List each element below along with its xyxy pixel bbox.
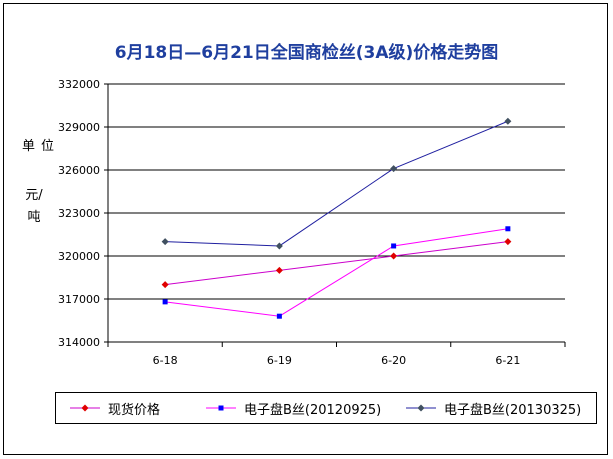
series-line: [165, 120, 509, 247]
y-tick-labels: 314000 317000 320000 323000 326000 329000 3320…: [58, 78, 100, 349]
data-point: [276, 313, 282, 319]
x-tick-labels: 6-18 6-19 6-20 6-21: [153, 354, 521, 367]
x-tick-label: 6-20: [381, 354, 406, 367]
series-line: [165, 228, 508, 317]
data-point: [275, 242, 283, 250]
data-point: [504, 117, 512, 125]
legend-swatch-b-silk-20120925: [206, 405, 236, 411]
series-2: [161, 117, 512, 250]
legend-marker: [81, 404, 89, 412]
data-point: [391, 243, 397, 249]
series-0: [161, 238, 512, 289]
x-tick-label: 6-18: [153, 354, 178, 367]
y-tick-label: 329000: [58, 121, 100, 134]
data-point: [504, 238, 512, 246]
data-point: [275, 266, 283, 274]
y-tick-label: 332000: [58, 78, 100, 91]
legend-item-b-silk-20120925: 电子盘B丝(20120925): [204, 393, 381, 423]
chart-title: 6月18日—6月21日全国商检丝(3A级)价格走势图: [114, 43, 499, 63]
series-line: [165, 241, 508, 286]
legend-label-spot-price: 现货价格: [108, 402, 161, 418]
gridlines: [108, 83, 565, 300]
y-tick-label: 326000: [58, 164, 100, 177]
data-point: [161, 238, 169, 246]
legend-swatch-spot-price: [70, 404, 100, 412]
legend-marker: [417, 404, 425, 412]
x-tick-label: 6-21: [495, 354, 520, 367]
legend-label-b-silk-20130325: 电子盘B丝(20130325): [444, 402, 582, 418]
legend-item-spot-price: 现货价格: [68, 393, 160, 423]
legend-swatch-b-silk-20130325: [406, 404, 436, 412]
data-point: [505, 226, 511, 232]
y-tick-label: 320000: [58, 250, 100, 263]
y-tick-label: 317000: [58, 293, 100, 306]
series-1: [162, 226, 511, 319]
data-point: [162, 299, 168, 305]
y-tick-label: 314000: [58, 336, 100, 349]
y-axis-label-yuan-per-ton: 元/吨: [25, 188, 43, 225]
y-tick-label: 323000: [58, 207, 100, 220]
data-series: [161, 117, 512, 319]
x-tick-label: 6-19: [267, 354, 292, 367]
legend-marker: [218, 405, 224, 411]
y-axis-label-unit: 单位: [22, 139, 61, 154]
legend-item-b-silk-20130325: 电子盘B丝(20130325): [404, 393, 581, 423]
data-point: [390, 252, 398, 260]
data-point: [390, 165, 398, 173]
data-point: [161, 281, 169, 289]
legend-label-b-silk-20120925: 电子盘B丝(20120925): [244, 402, 382, 418]
axes: [104, 83, 566, 347]
legend: 现货价格 电子盘B丝(20120925) 电子盘B丝(20130325): [55, 392, 597, 424]
